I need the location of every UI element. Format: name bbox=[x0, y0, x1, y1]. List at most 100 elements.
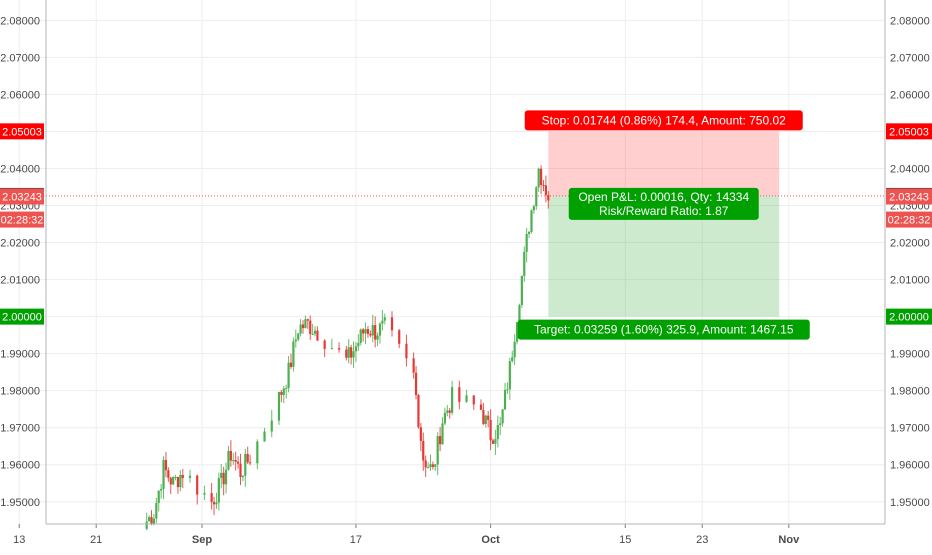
y-tick-label-right: 1.98000 bbox=[890, 386, 930, 398]
candle-body bbox=[263, 431, 266, 442]
candle-body bbox=[506, 389, 509, 391]
price-tag-203243-right-text: 2.03243 bbox=[889, 192, 929, 204]
candle-body bbox=[350, 347, 353, 358]
y-tick-label-right: 2.08000 bbox=[890, 15, 930, 27]
candle-body bbox=[472, 395, 475, 405]
candle-body bbox=[535, 187, 538, 207]
candle-body bbox=[374, 325, 377, 340]
candle-body bbox=[150, 517, 153, 525]
price-tag-203243-left-text: 2.03243 bbox=[2, 192, 42, 204]
candle-body bbox=[523, 251, 526, 276]
candle-body bbox=[354, 346, 358, 352]
price-tag-200000-right-text: 2.00000 bbox=[889, 312, 929, 324]
candle-body bbox=[210, 493, 213, 503]
candle-body bbox=[270, 420, 273, 432]
y-tick-label-left: 1.99000 bbox=[0, 349, 40, 361]
open-pnl-label: Open P&L: 0.00016, Qty: 14334 bbox=[578, 190, 749, 204]
candle-body bbox=[294, 339, 297, 342]
candle-body bbox=[513, 341, 516, 358]
candle-body bbox=[188, 475, 192, 479]
y-tick-label-right: 2.04000 bbox=[890, 163, 930, 175]
candle-body bbox=[362, 329, 365, 334]
candle-body bbox=[306, 319, 309, 321]
y-tick-label-right: 1.96000 bbox=[890, 460, 930, 472]
candle-body bbox=[547, 195, 550, 201]
candle-body bbox=[309, 320, 312, 334]
candle-body bbox=[176, 476, 180, 488]
candle-body bbox=[515, 322, 519, 342]
candle-body bbox=[441, 423, 444, 445]
candle-body bbox=[479, 404, 483, 410]
candle-body bbox=[434, 464, 437, 467]
candle-body bbox=[229, 450, 232, 461]
candle-body bbox=[359, 329, 362, 343]
candle-body bbox=[169, 477, 172, 485]
candle-body bbox=[164, 460, 168, 471]
y-tick-label-left: 1.98000 bbox=[0, 386, 40, 398]
price-tag-200000-right bbox=[886, 308, 932, 325]
candle-body bbox=[282, 388, 285, 395]
candle-body bbox=[203, 493, 206, 495]
open-pnl-box bbox=[568, 187, 759, 220]
stop-zone[interactable] bbox=[548, 131, 780, 196]
price-tag-203243-left bbox=[0, 188, 44, 205]
candle-body bbox=[244, 453, 247, 476]
candle-body bbox=[527, 231, 531, 235]
price-tag-205003-right bbox=[886, 123, 932, 140]
candle-body bbox=[520, 275, 523, 306]
y-tick-label-right: 2.06000 bbox=[890, 89, 930, 101]
y-tick-label-left: 1.95000 bbox=[0, 497, 40, 509]
stop-label: Stop: 0.01744 (0.86%) 174.4, Amount: 750… bbox=[542, 113, 787, 127]
candle-body bbox=[376, 335, 379, 340]
candle-body bbox=[289, 362, 293, 367]
candle-body bbox=[217, 478, 220, 503]
candle-body bbox=[532, 206, 535, 211]
x-tick-label: Nov bbox=[778, 534, 800, 546]
y-tick-label-right: 1.99000 bbox=[890, 349, 930, 361]
candle-body bbox=[155, 503, 158, 519]
candle-body bbox=[236, 461, 240, 464]
candle-body bbox=[234, 460, 237, 462]
candle-body bbox=[285, 387, 288, 389]
candle-body bbox=[451, 387, 454, 413]
price-tag-022832-right bbox=[886, 211, 932, 228]
candle-body bbox=[196, 475, 199, 495]
x-tick-label: 13 bbox=[13, 534, 25, 546]
candle-body bbox=[181, 474, 184, 479]
candle-body bbox=[446, 410, 449, 413]
candle-body bbox=[489, 419, 492, 441]
candle-body bbox=[167, 470, 170, 478]
candle-body bbox=[537, 168, 540, 188]
y-tick-label-right: 1.95000 bbox=[890, 497, 930, 509]
candle-body bbox=[232, 460, 235, 462]
candle-body bbox=[301, 324, 305, 329]
candle-body bbox=[179, 474, 182, 488]
candle-body bbox=[511, 357, 514, 362]
candle-body bbox=[313, 330, 317, 334]
risk-reward-label: Risk/Reward Ratio: 1.87 bbox=[599, 204, 729, 218]
candle-body bbox=[540, 168, 543, 186]
candle-body bbox=[352, 351, 355, 358]
candle-body bbox=[145, 521, 148, 529]
candle-body bbox=[429, 464, 432, 468]
candle-body bbox=[246, 453, 249, 463]
price-tag-205003-left-text: 2.05003 bbox=[2, 126, 42, 138]
stop-label-box bbox=[524, 110, 803, 131]
candle-body bbox=[383, 317, 386, 321]
candle-body bbox=[412, 358, 415, 373]
price-tag-205003-left bbox=[0, 123, 44, 140]
candle-body bbox=[174, 476, 177, 478]
y-tick-label-right: 2.01000 bbox=[890, 275, 930, 287]
price-tag-022832-left-text: 02:28:32 bbox=[1, 215, 44, 227]
price-tag-200000-left-text: 2.00000 bbox=[2, 312, 42, 324]
candle-body bbox=[443, 412, 447, 424]
candle-body bbox=[491, 440, 495, 444]
candle-body bbox=[311, 333, 314, 335]
candle-body bbox=[390, 317, 394, 331]
candle-body bbox=[323, 340, 326, 349]
candle-body bbox=[299, 324, 302, 334]
candle-body bbox=[496, 424, 499, 440]
